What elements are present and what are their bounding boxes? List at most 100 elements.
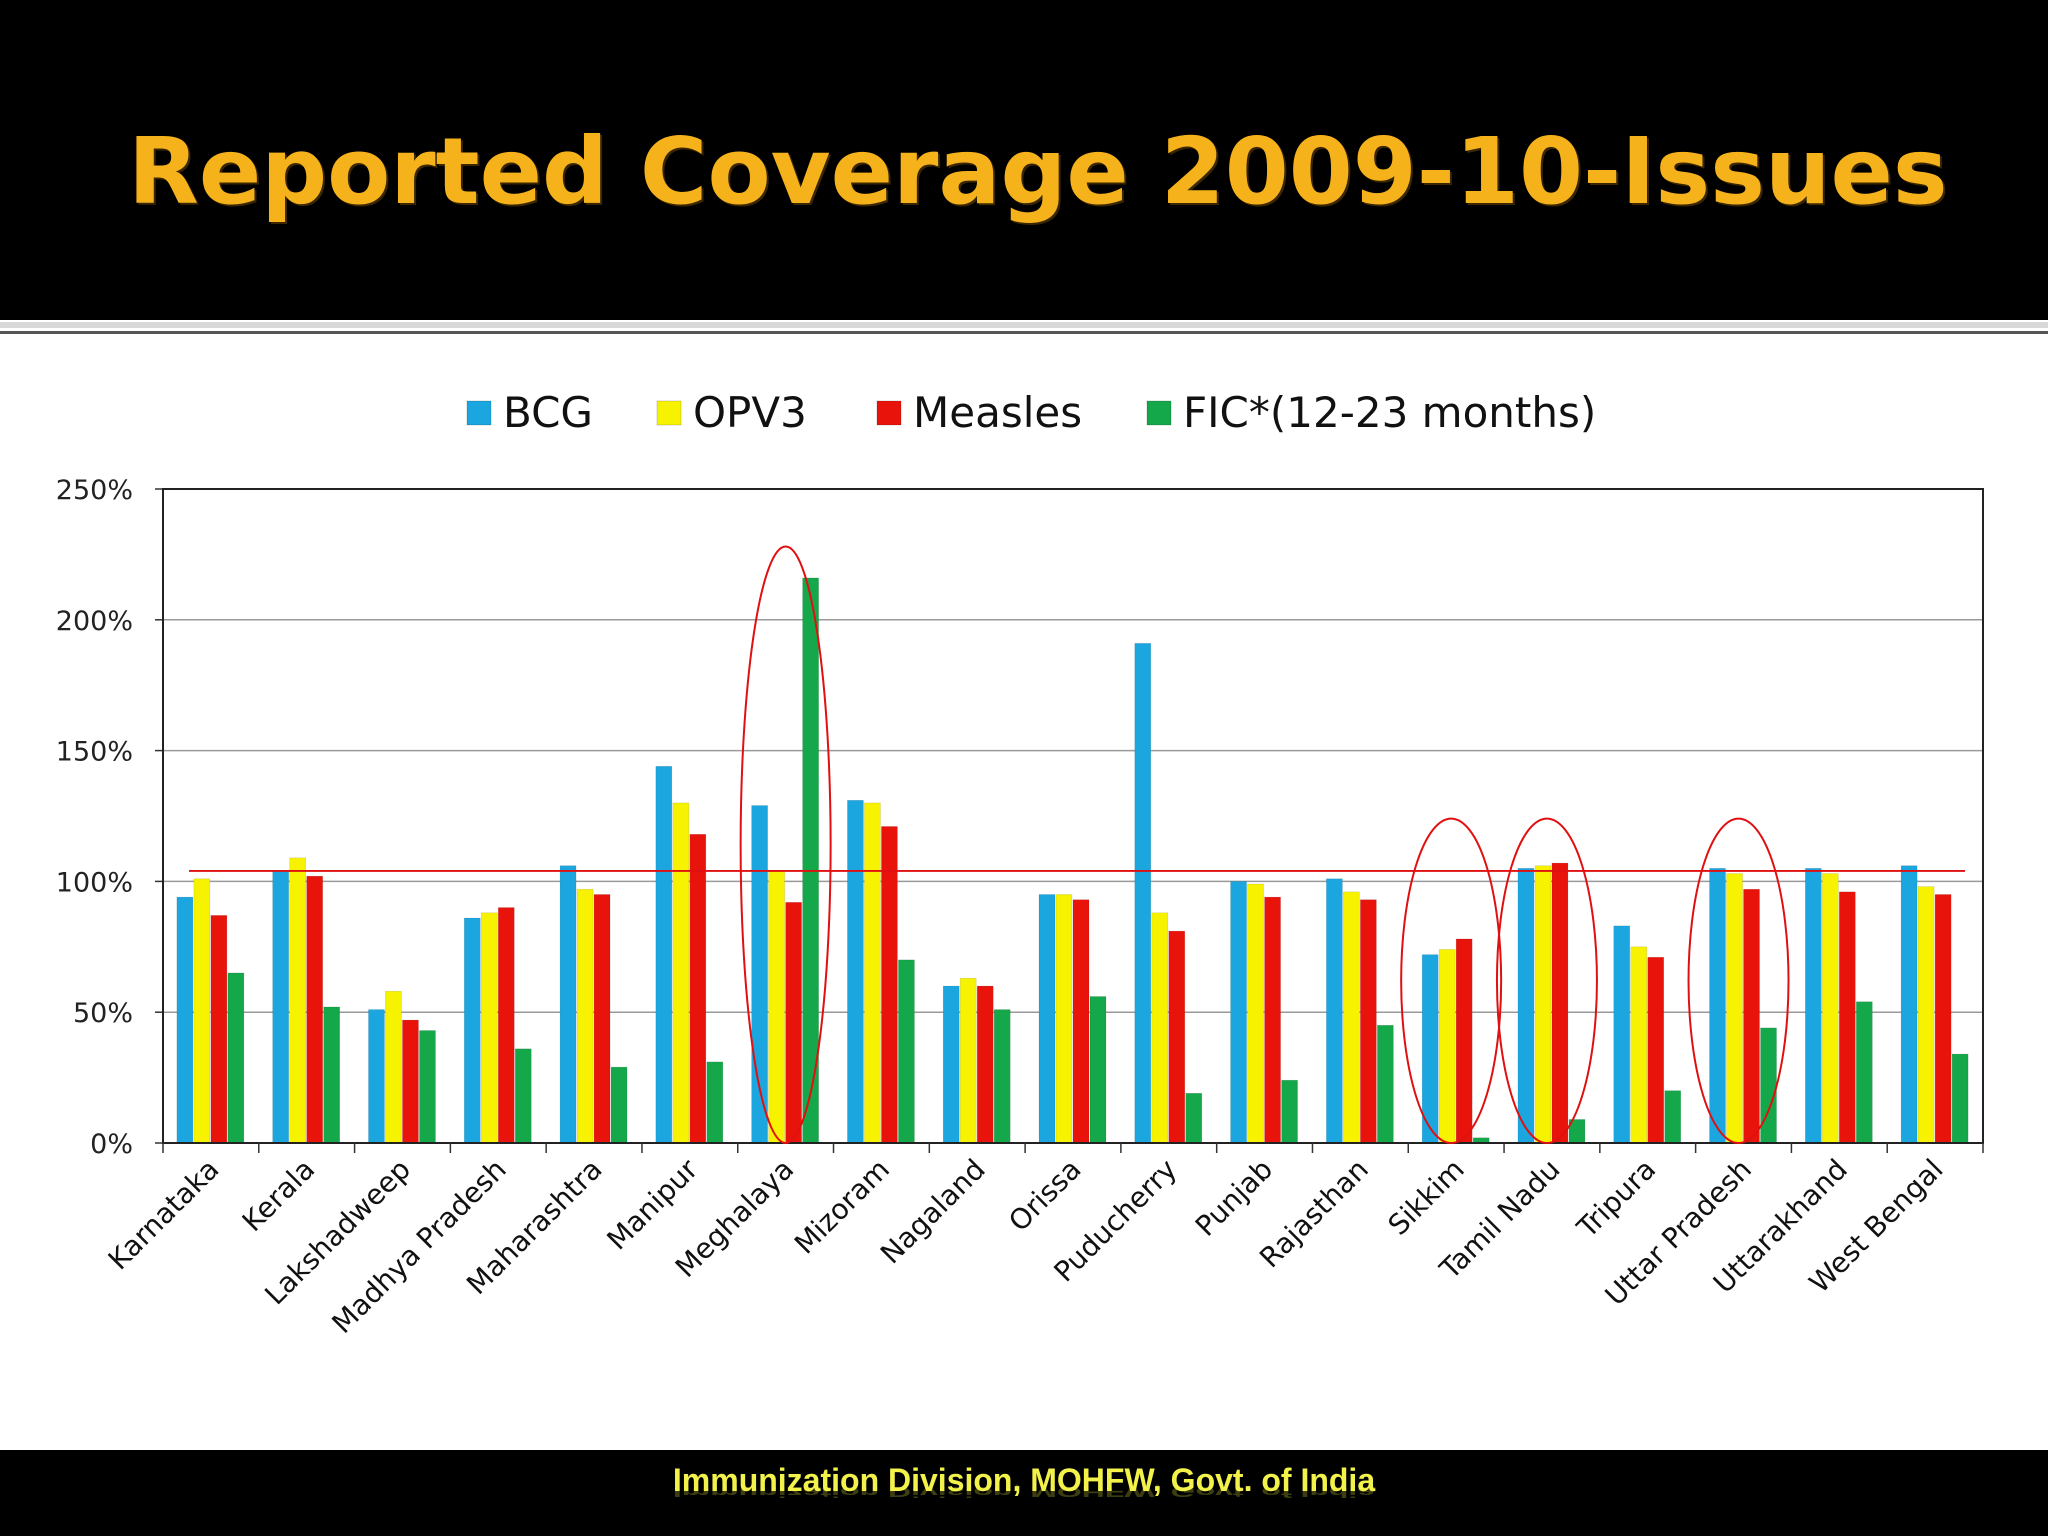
slide-header xyxy=(0,0,2048,320)
bar-fic-12-23-months--maharashtra xyxy=(610,1066,628,1144)
bar-bcg-maharashtra xyxy=(559,865,577,1144)
bar-bcg-tripura xyxy=(1613,925,1631,1144)
bar-measles-punjab xyxy=(1264,896,1281,1144)
chart-legend: BCG OPV3 Measles FIC*(12-23 months) xyxy=(466,388,1596,437)
bar-fic-12-23-months--uttar-pradesh xyxy=(1760,1027,1777,1144)
highlight-ellipse-uttar-pradesh xyxy=(1687,817,1790,1144)
bar-measles-rajasthan xyxy=(1360,899,1377,1144)
bar-measles-manipur xyxy=(689,834,707,1144)
bar-fic-12-23-months--orissa xyxy=(1089,996,1107,1144)
plot-frame xyxy=(162,488,1984,1144)
bar-fic-12-23-months--lakshadweep xyxy=(419,1030,436,1144)
bar-bcg-uttar-pradesh xyxy=(1709,868,1726,1144)
bar-bcg-uttarakhand xyxy=(1805,868,1822,1144)
legend-label: Measles xyxy=(913,388,1082,437)
bar-measles-uttarakhand xyxy=(1839,891,1856,1144)
bar-bcg-orissa xyxy=(1038,894,1056,1144)
x-tick-label: Tripura xyxy=(1570,1153,1662,1245)
bar-opv3-puducherry xyxy=(1151,912,1169,1144)
bar-bcg-mizoram xyxy=(847,800,864,1144)
bar-measles-tamil-nadu xyxy=(1551,862,1569,1144)
bar-opv3-sikkim xyxy=(1438,949,1456,1144)
bar-bcg-kerala xyxy=(272,870,289,1144)
bar-bcg-rajasthan xyxy=(1326,878,1343,1144)
bar-fic-12-23-months--uttarakhand xyxy=(1856,1001,1873,1144)
bar-measles-orissa xyxy=(1072,899,1090,1144)
header-divider xyxy=(0,322,2048,328)
bar-measles-meghalaya xyxy=(785,902,802,1144)
highlight-ellipse-sikkim xyxy=(1400,817,1503,1144)
slide-title: Reported Coverage 2009-10-Issues xyxy=(128,118,1948,225)
bar-opv3-rajasthan xyxy=(1343,891,1360,1144)
bar-fic-12-23-months--madhya-pradesh xyxy=(514,1048,532,1144)
chart-annotations xyxy=(189,545,1965,1144)
y-tick-label: 150% xyxy=(56,737,133,768)
bar-bcg-manipur xyxy=(655,765,673,1144)
bar-fic-12-23-months--rajasthan xyxy=(1377,1024,1394,1144)
bar-fic-12-23-months--manipur xyxy=(706,1061,724,1144)
bar-bcg-madhya-pradesh xyxy=(463,917,481,1144)
legend-label: BCG xyxy=(503,388,593,437)
y-axis-tick-labels: 0% 50% 100% 150% 200% 250% xyxy=(56,475,133,1160)
chart-bars xyxy=(176,577,1969,1144)
legend-label: FIC*(12-23 months) xyxy=(1183,388,1596,437)
bar-opv3-madhya-pradesh xyxy=(480,912,498,1144)
bar-fic-12-23-months--west-bengal xyxy=(1951,1053,1969,1144)
bar-bcg-lakshadweep xyxy=(368,1009,385,1144)
bar-opv3-tamil-nadu xyxy=(1534,865,1552,1144)
y-tick-label: 0% xyxy=(90,1129,133,1160)
bar-opv3-west-bengal xyxy=(1917,886,1935,1144)
x-tick-label: Kerala xyxy=(236,1153,321,1238)
highlight-ellipse-meghalaya xyxy=(739,545,832,1144)
bar-fic-12-23-months--mizoram xyxy=(898,959,915,1144)
bar-measles-mizoram xyxy=(881,826,898,1144)
legend-swatch-opv3 xyxy=(656,400,682,426)
x-tick-label: Nagaland xyxy=(874,1153,992,1271)
bar-opv3-uttar-pradesh xyxy=(1726,873,1743,1144)
x-tick-label: Orissa xyxy=(1002,1153,1087,1238)
bar-opv3-kerala xyxy=(289,857,306,1144)
legend-swatch-bcg xyxy=(466,400,492,426)
bar-opv3-lakshadweep xyxy=(385,990,402,1144)
bar-measles-puducherry xyxy=(1168,930,1186,1144)
y-tick-label: 100% xyxy=(56,867,133,898)
y-tick-label: 250% xyxy=(56,475,133,506)
bar-measles-west-bengal xyxy=(1934,894,1952,1144)
bar-opv3-manipur xyxy=(672,802,690,1144)
y-tick-label: 200% xyxy=(56,606,133,637)
bar-opv3-punjab xyxy=(1247,883,1264,1144)
bar-opv3-karnataka xyxy=(193,878,211,1144)
x-tick-label: Karnataka xyxy=(102,1153,226,1277)
legend-label: OPV3 xyxy=(693,388,807,437)
bar-opv3-tripura xyxy=(1630,946,1648,1144)
x-tick-label: Sikkim xyxy=(1382,1153,1471,1242)
bar-fic-12-23-months--tripura xyxy=(1664,1090,1682,1144)
bar-opv3-maharashtra xyxy=(576,888,594,1144)
bar-opv3-nagaland xyxy=(959,977,977,1144)
bar-fic-12-23-months--nagaland xyxy=(993,1009,1011,1144)
bar-fic-12-23-months--kerala xyxy=(323,1006,340,1144)
bar-measles-lakshadweep xyxy=(402,1019,419,1144)
bar-fic-12-23-months--puducherry xyxy=(1185,1092,1203,1144)
bar-measles-karnataka xyxy=(210,915,228,1144)
bar-measles-sikkim xyxy=(1455,938,1473,1144)
header-divider-dark xyxy=(0,331,2048,334)
highlight-ellipse-tamil-nadu xyxy=(1495,817,1598,1144)
bar-bcg-nagaland xyxy=(942,985,960,1144)
bar-bcg-tamil-nadu xyxy=(1517,868,1535,1144)
y-tick-label: 50% xyxy=(73,998,133,1029)
bar-bcg-puducherry xyxy=(1134,643,1152,1144)
bar-fic-12-23-months--punjab xyxy=(1281,1079,1298,1144)
x-tick-label: Madhya Pradesh xyxy=(325,1153,512,1340)
bar-bcg-karnataka xyxy=(176,896,194,1144)
bar-measles-kerala xyxy=(306,875,323,1144)
bar-fic-12-23-months--karnataka xyxy=(227,972,245,1144)
x-tick-label: Punjab xyxy=(1189,1153,1279,1243)
bar-measles-nagaland xyxy=(976,985,994,1144)
legend-swatch-fic-12-23-months- xyxy=(1146,400,1172,426)
legend-swatch-measles xyxy=(876,400,902,426)
bar-measles-madhya-pradesh xyxy=(497,907,515,1144)
bar-bcg-west-bengal xyxy=(1900,865,1918,1144)
bar-bcg-sikkim xyxy=(1421,954,1439,1144)
